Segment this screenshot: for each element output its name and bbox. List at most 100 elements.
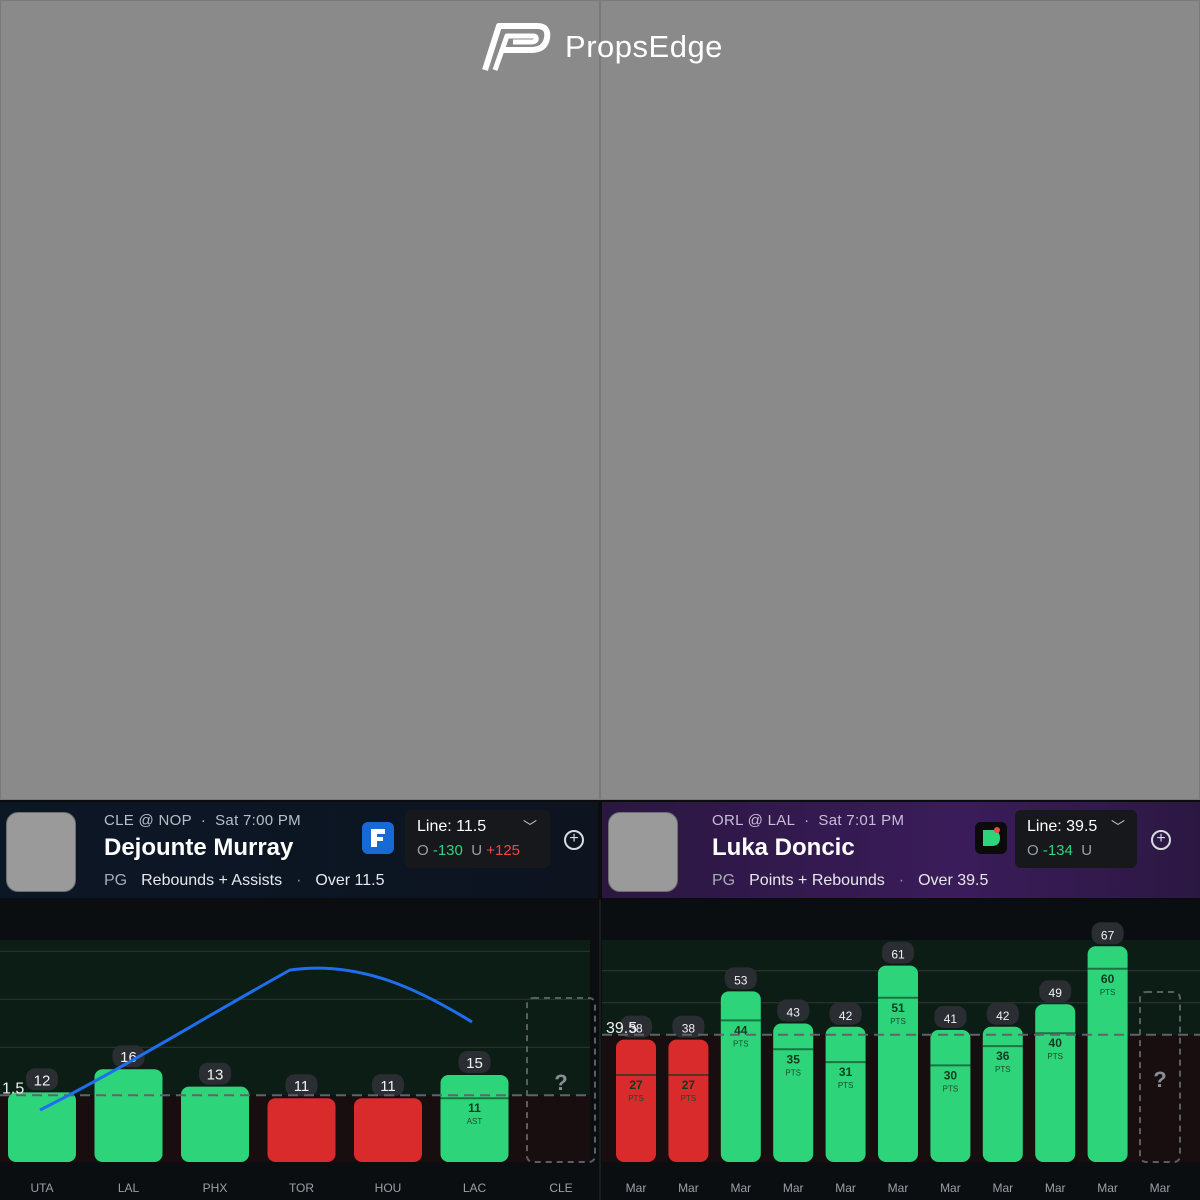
x-tick-label: Mar bbox=[1150, 1181, 1171, 1195]
player-headshot bbox=[6, 812, 76, 892]
inner-stat-label: PTS bbox=[995, 1065, 1011, 1074]
x-tick-label: Mar bbox=[783, 1181, 804, 1195]
inner-value-label: 31 bbox=[839, 1065, 853, 1079]
x-tick-label: Mar bbox=[1045, 1181, 1066, 1195]
bar bbox=[930, 1029, 971, 1162]
x-tick-label: Mar bbox=[626, 1181, 647, 1195]
inner-stat-label: PTS bbox=[1100, 988, 1116, 997]
bar bbox=[616, 1039, 656, 1162]
value-label: 49 bbox=[1049, 986, 1063, 1000]
inner-value-label: 36 bbox=[996, 1049, 1010, 1063]
line-selector-doncic[interactable]: Line: 39.5 ﹀ O -134 U bbox=[1015, 810, 1137, 868]
x-tick-label: LAC bbox=[463, 1181, 487, 1195]
value-bubble bbox=[372, 1074, 404, 1097]
x-tick-label: Mar bbox=[678, 1181, 699, 1195]
odds-row: O -134 U bbox=[1027, 842, 1093, 859]
bar bbox=[267, 1098, 336, 1162]
x-tick-label: UTA bbox=[30, 1181, 53, 1195]
trend-line bbox=[39, 966, 473, 1112]
propsedge-logo-icon bbox=[482, 23, 551, 71]
inner-value-label: 30 bbox=[944, 1068, 958, 1082]
add-prop-button[interactable]: + bbox=[1151, 830, 1171, 850]
value-bubble bbox=[777, 999, 810, 1022]
brand-logo: PropsEdge bbox=[0, 18, 1200, 76]
x-tick-label: Mar bbox=[730, 1181, 751, 1195]
value-bubble bbox=[986, 1002, 1019, 1025]
prop-details: PG Rebounds + Assists · Over 11.5 bbox=[104, 872, 385, 889]
chevron-down-icon: ﹀ bbox=[523, 819, 537, 835]
value-bubble bbox=[620, 1015, 652, 1038]
value-bubble bbox=[285, 1074, 318, 1097]
value-label: 41 bbox=[944, 1012, 958, 1026]
pending-label: ? bbox=[1153, 1067, 1166, 1092]
add-prop-button[interactable]: + bbox=[564, 830, 584, 850]
value-bubble bbox=[934, 1005, 967, 1028]
x-tick-label: HOU bbox=[375, 1181, 402, 1195]
value-bubble bbox=[724, 967, 757, 990]
inner-value-label: 51 bbox=[891, 1001, 905, 1015]
value-label: 38 bbox=[682, 1022, 696, 1036]
value-label: 42 bbox=[839, 1009, 853, 1023]
x-tick-label: TOR bbox=[289, 1181, 314, 1195]
matchup-info: ORL @ LAL · Sat 7:01 PM bbox=[712, 812, 905, 829]
pending-bar bbox=[526, 997, 596, 1163]
value-bubble bbox=[112, 1045, 145, 1068]
line-selector-murray[interactable]: Line: 11.5 ﹀ O -130 U +125 bbox=[405, 810, 550, 868]
pending-label: ? bbox=[554, 1070, 567, 1095]
x-tick-label: PHX bbox=[203, 1181, 228, 1195]
over-zone bbox=[0, 940, 590, 1096]
bar bbox=[720, 991, 761, 1162]
inner-value-label: 27 bbox=[629, 1078, 643, 1092]
value-label: 15 bbox=[466, 1055, 483, 1072]
value-label: 61 bbox=[891, 948, 905, 962]
inner-value-label: 11 bbox=[468, 1101, 481, 1115]
value-label: 43 bbox=[787, 1006, 801, 1020]
inner-stat-label: PTS bbox=[681, 1094, 697, 1103]
value-label: 16 bbox=[120, 1049, 137, 1066]
inner-stat-label: PTS bbox=[890, 1017, 906, 1026]
prop-details: PG Points + Rebounds · Over 39.5 bbox=[712, 872, 989, 889]
inner-value-label: 40 bbox=[1049, 1036, 1063, 1050]
bar bbox=[94, 1069, 163, 1162]
x-tick-label: Mar bbox=[992, 1181, 1013, 1195]
inner-value-label: 27 bbox=[682, 1078, 696, 1092]
x-tick-label: LAL bbox=[118, 1181, 140, 1195]
bar-charts: 12 UTA 16 LAL 13 PHX 11 TOR 11 HOU 15 11 AST LAC? CLE 1… bbox=[0, 900, 1200, 1200]
photo-dejounte-murray bbox=[0, 0, 600, 800]
pending-bar bbox=[1139, 991, 1181, 1163]
bar bbox=[181, 1086, 249, 1162]
value-label: 11 bbox=[294, 1078, 310, 1095]
value-bubble bbox=[1091, 922, 1124, 945]
x-tick-label: Mar bbox=[888, 1181, 909, 1195]
inner-value-label: 60 bbox=[1101, 972, 1115, 986]
x-tick-label: CLE bbox=[549, 1181, 572, 1195]
photo-luka-doncic bbox=[600, 0, 1200, 800]
matchup-info: CLE @ NOP · Sat 7:00 PM bbox=[104, 812, 301, 829]
bar bbox=[982, 1026, 1023, 1162]
bar bbox=[1087, 946, 1128, 1162]
value-label: 67 bbox=[1101, 928, 1115, 942]
x-tick-label: Mar bbox=[835, 1181, 856, 1195]
inner-stat-label: PTS bbox=[785, 1068, 801, 1077]
value-bubble bbox=[26, 1068, 58, 1091]
bar bbox=[440, 1075, 509, 1162]
value-label: 11 bbox=[380, 1078, 396, 1095]
fanduel-icon bbox=[362, 822, 394, 854]
inner-stat-label: PTS bbox=[1047, 1052, 1063, 1061]
prop-line-label: 1.5 bbox=[2, 1080, 24, 1097]
value-bubble bbox=[199, 1062, 231, 1085]
player-name: Dejounte Murray bbox=[104, 834, 294, 861]
player-name: Luka Doncic bbox=[712, 834, 855, 861]
player-headshot bbox=[608, 812, 678, 892]
bar bbox=[773, 1023, 814, 1162]
bar bbox=[668, 1039, 709, 1162]
value-label: 53 bbox=[734, 973, 748, 987]
value-label: 42 bbox=[996, 1009, 1010, 1023]
bar bbox=[354, 1098, 422, 1162]
chevron-down-icon: ﹀ bbox=[1111, 819, 1125, 835]
value-label: 13 bbox=[207, 1067, 224, 1084]
inner-stat-label: PTS bbox=[733, 1039, 749, 1048]
bar bbox=[1035, 1004, 1076, 1162]
inner-stat-label: PTS bbox=[838, 1081, 854, 1090]
